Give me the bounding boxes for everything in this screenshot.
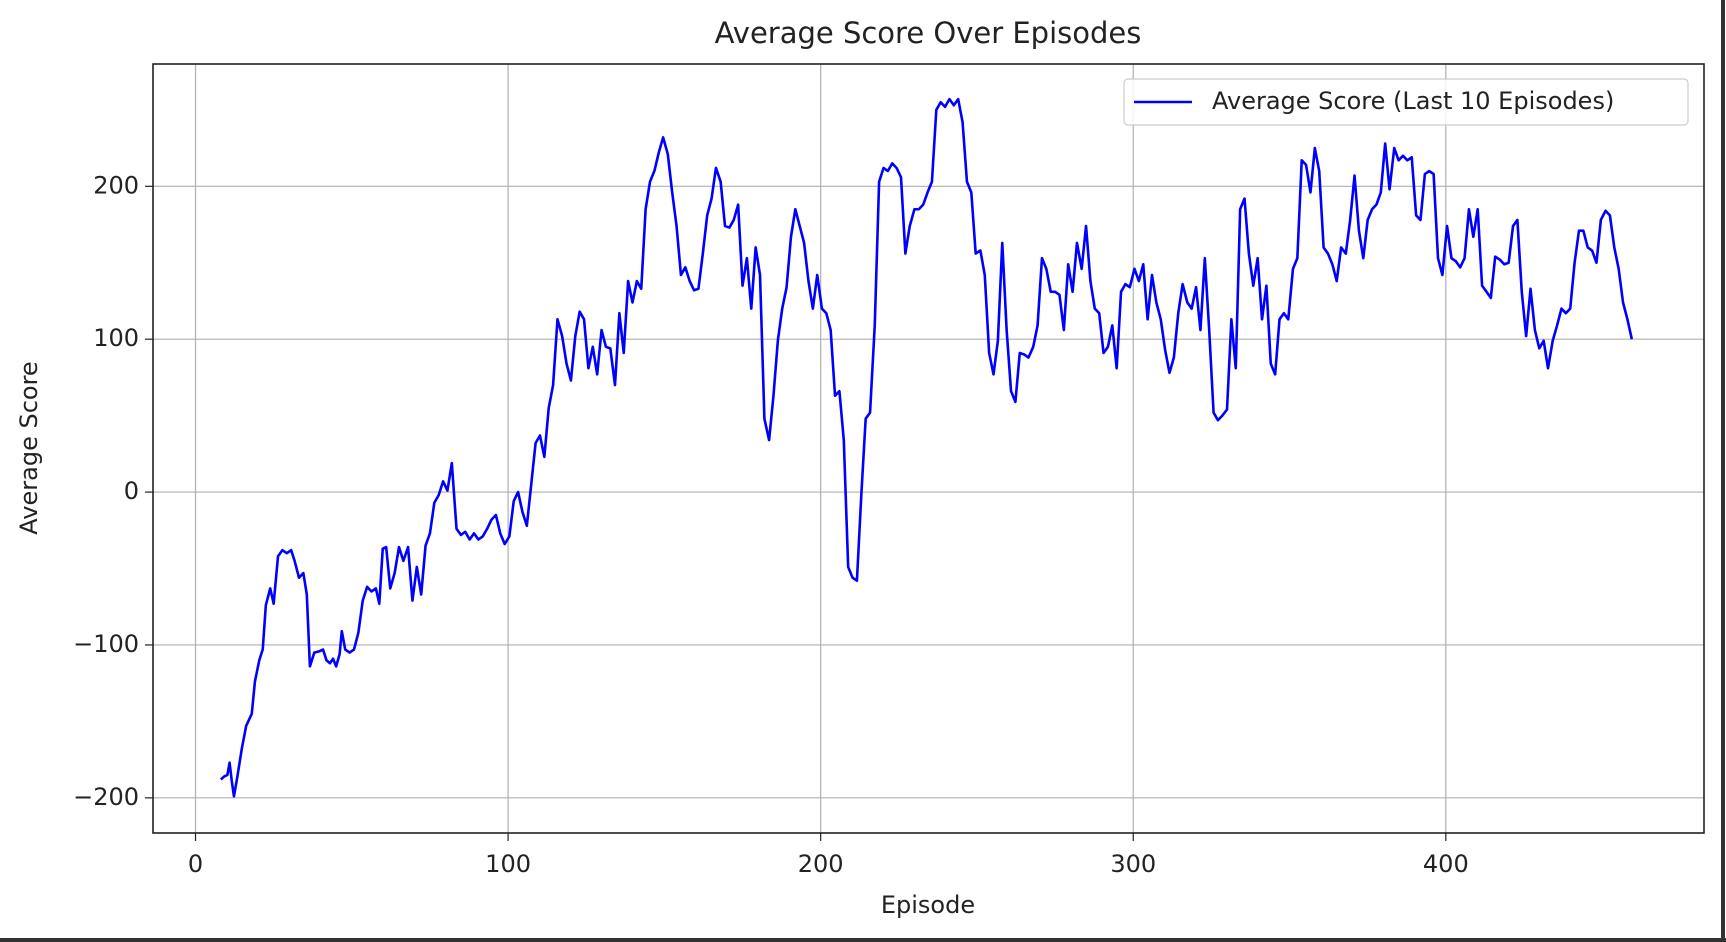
chart-title: Average Score Over Episodes: [715, 16, 1142, 50]
x-tick-label: 0: [188, 850, 203, 878]
y-tick-label: 200: [93, 171, 139, 199]
x-tick-label: 400: [1423, 850, 1469, 878]
y-axis-label: Average Score: [15, 361, 43, 534]
legend: Average Score (Last 10 Episodes): [1123, 78, 1689, 126]
plot-area: [219, 97, 1634, 798]
data-line: [219, 97, 1634, 798]
y-tick-label: −200: [73, 783, 139, 811]
axes-frame: [152, 63, 1705, 834]
y-tick-label: 0: [124, 477, 139, 505]
grid: 0 100 200 300 400 −200 −100 0 100 200: [73, 64, 1704, 878]
y-tick-label: −100: [73, 630, 139, 658]
x-axis-label: Episode: [881, 891, 975, 919]
x-tick-label: 200: [798, 850, 844, 878]
x-tick-label: 300: [1110, 850, 1156, 878]
legend-label: Average Score (Last 10 Episodes): [1212, 87, 1614, 115]
y-tick-label: 100: [93, 324, 139, 352]
legend-box: [1123, 78, 1689, 126]
x-tick-label: 100: [485, 850, 531, 878]
